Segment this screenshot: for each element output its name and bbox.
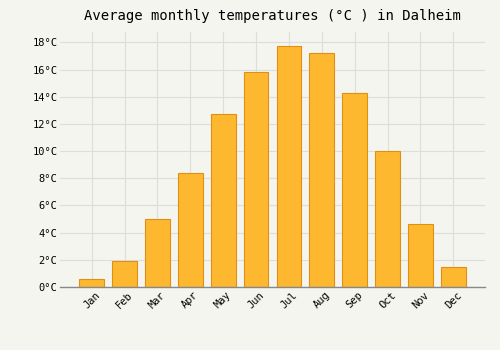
Bar: [80, 279, 104, 287]
Bar: [342, 93, 367, 287]
Bar: [145, 219, 170, 287]
Bar: [441, 267, 466, 287]
Bar: [376, 151, 400, 287]
Bar: [408, 224, 433, 287]
Title: Average monthly temperatures (°C ) in Dalheim: Average monthly temperatures (°C ) in Da…: [84, 9, 461, 23]
Bar: [244, 72, 268, 287]
Bar: [276, 47, 301, 287]
Bar: [112, 261, 137, 287]
Bar: [211, 114, 236, 287]
Bar: [310, 53, 334, 287]
Bar: [178, 173, 203, 287]
